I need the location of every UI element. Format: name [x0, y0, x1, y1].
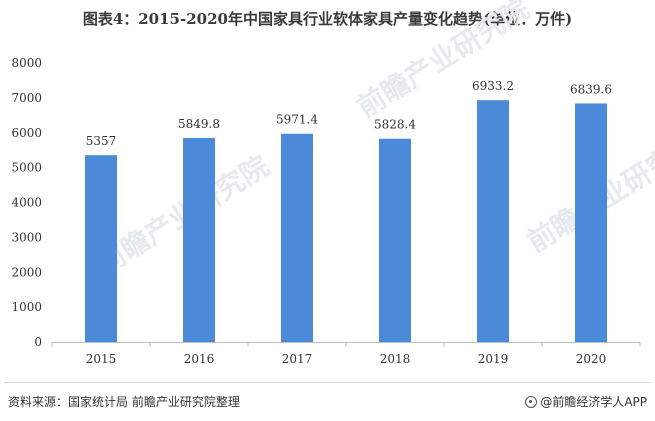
watermarks: 前瞻产业研究院 前瞻产业研究院 前瞻产业研究院: [91, 0, 655, 281]
brand-icon: [525, 395, 538, 408]
data-label: 5849.8: [178, 117, 220, 131]
brand-label: @前瞻经济学人APP: [540, 395, 647, 409]
y-tick-label: 2000: [11, 265, 42, 279]
bar: [575, 103, 607, 342]
chart-title: 图表4：2015-2020年中国家具行业软体家具产量变化趋势(单位：万件): [82, 10, 573, 28]
y-tick-label: 6000: [11, 126, 42, 140]
source-note: 资料来源：国家统计局 前瞻产业研究院整理: [8, 395, 240, 409]
x-tick-label: 2015: [86, 352, 117, 366]
y-tick-label: 1000: [11, 300, 42, 314]
bar: [281, 133, 313, 342]
data-label: 5828.4: [374, 118, 416, 132]
brand-credit: @前瞻经济学人APP: [525, 393, 647, 410]
bar-series: [85, 100, 607, 342]
x-axis: 2015 2016 2017 2018 2019 2020: [51, 342, 641, 366]
y-tick-label: 8000: [11, 56, 42, 70]
x-tick-label: 2017: [282, 352, 313, 366]
bar: [85, 155, 117, 342]
bar: [183, 137, 215, 342]
bar: [379, 138, 411, 342]
x-tick-label: 2020: [576, 352, 607, 366]
y-tick-label: 4000: [11, 196, 42, 210]
bar: [477, 100, 509, 342]
data-label: 6933.2: [472, 79, 514, 93]
data-label: 5971.4: [276, 113, 318, 127]
y-tick-label: 5000: [11, 161, 42, 175]
y-tick-label: 3000: [11, 230, 42, 244]
y-tick-label: 7000: [11, 91, 42, 105]
data-labels: 5357 5849.8 5971.4 5828.4 6933.2 6839.6: [86, 79, 612, 148]
x-tick-label: 2016: [184, 352, 215, 366]
footer-divider: [4, 382, 651, 383]
y-tick-label: 0: [34, 335, 42, 349]
x-tick-label: 2019: [478, 352, 509, 366]
data-label: 5357: [86, 134, 117, 148]
x-tick-label: 2018: [380, 352, 411, 366]
y-axis: 0 1000 2000 3000 4000 5000 6000 7000 8000: [11, 56, 42, 349]
data-label: 6839.6: [570, 82, 612, 96]
